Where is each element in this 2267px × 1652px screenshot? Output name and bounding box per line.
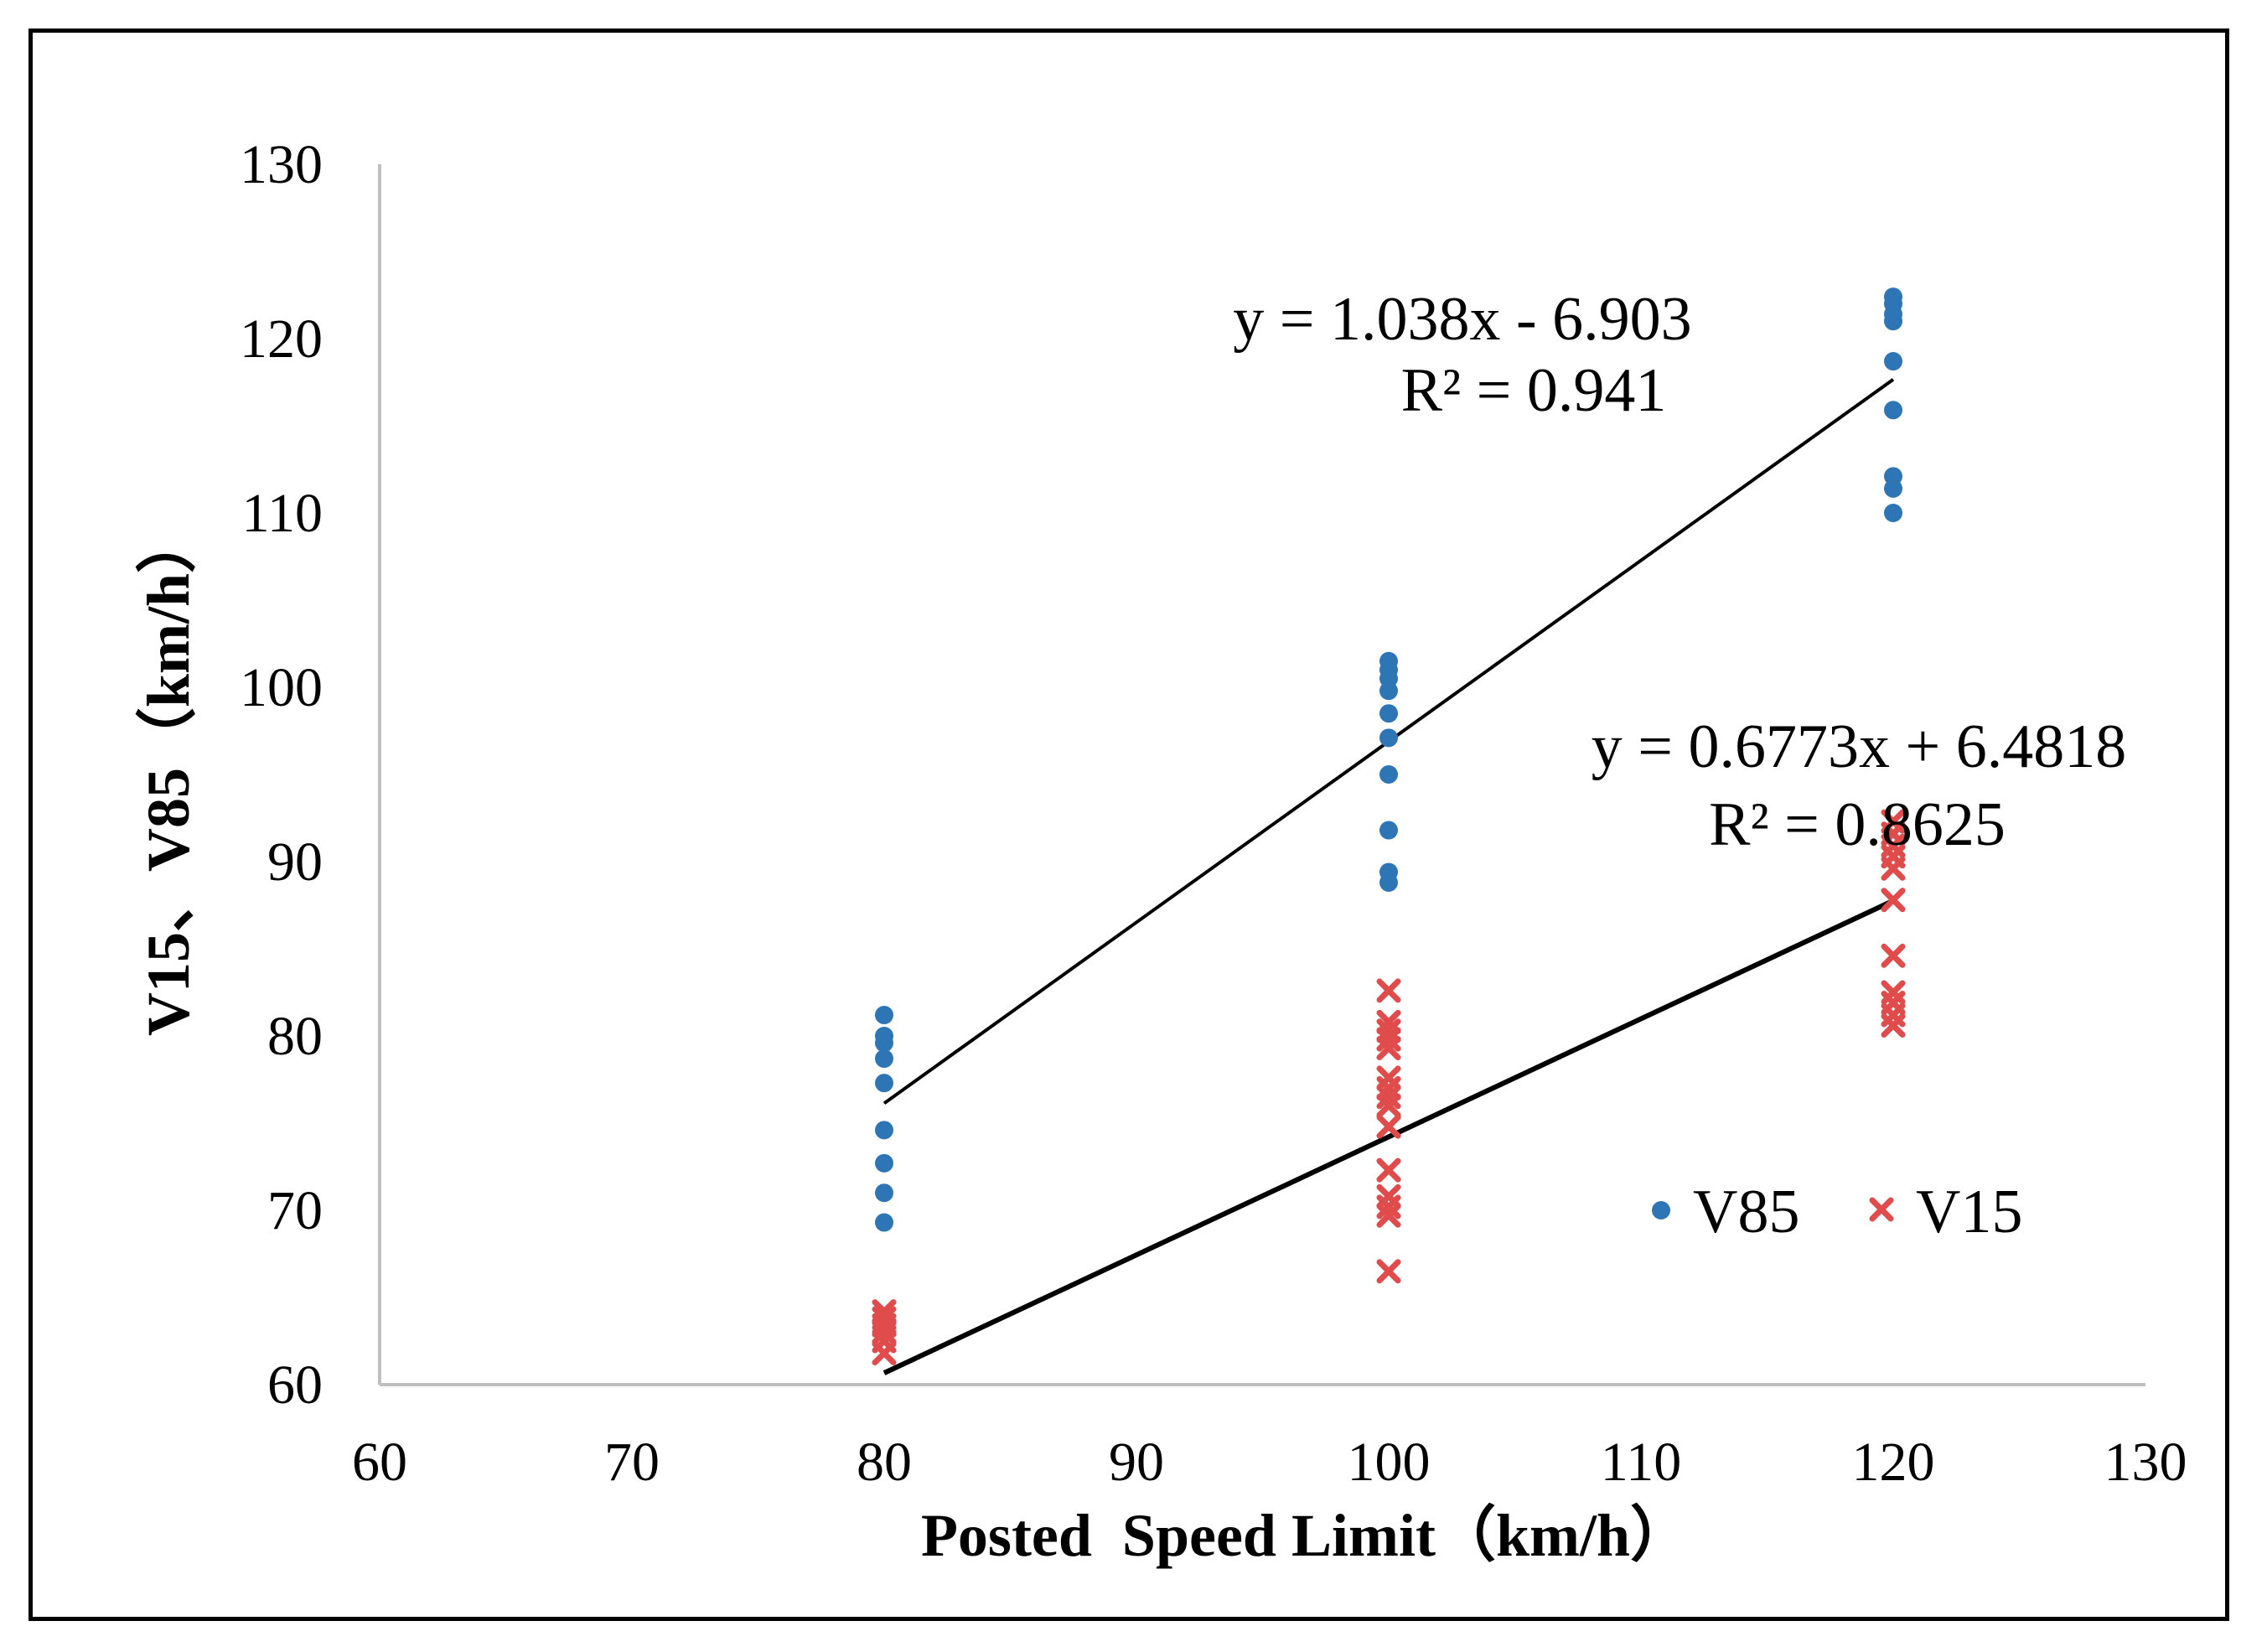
v85-point-22 xyxy=(1884,312,1902,331)
x-tick-label-90: 90 xyxy=(1109,1432,1164,1493)
x-tick-label-70: 70 xyxy=(604,1432,660,1493)
x-tick-label-60: 60 xyxy=(352,1432,407,1493)
v85-point-14 xyxy=(1379,728,1398,748)
data-points xyxy=(872,287,1906,1366)
v15-point-20 xyxy=(1376,1259,1401,1284)
v85-point-5 xyxy=(875,1121,893,1140)
v85-point-27 xyxy=(1884,504,1902,522)
y-tick-label-100: 100 xyxy=(240,657,323,718)
y-tick-label-110: 110 xyxy=(241,483,323,544)
v85-point-12 xyxy=(1379,681,1398,701)
v15-point-16 xyxy=(1376,1157,1401,1183)
y-axis-title: V15、V85（km/h） xyxy=(135,513,202,1036)
v85-point-4 xyxy=(875,1074,893,1093)
y-tick-label-120: 120 xyxy=(240,308,323,370)
v85-point-13 xyxy=(1379,704,1398,723)
v85-point-0 xyxy=(875,1006,893,1025)
v85-point-2 xyxy=(875,1033,893,1053)
x-axis-title: Posted Speed Limit（km/h） xyxy=(921,1502,1690,1569)
v15-equation: y = 0.6773x + 6.4818 xyxy=(1592,712,2126,781)
v85-trendline-label: y = 1.038x - 6.903 R² = 0.941 xyxy=(1233,285,1691,425)
v15-r-squared: R² = 0.8625 xyxy=(1709,790,2006,859)
v85-equation: y = 1.038x - 6.903 xyxy=(1233,285,1691,354)
x-tick-label-130: 130 xyxy=(2104,1432,2187,1493)
legend-v15-marker xyxy=(1869,1197,1894,1222)
y-tick-label-80: 80 xyxy=(267,1006,323,1067)
v15-trendline xyxy=(882,898,1895,1375)
y-tick-labels: 60 70 80 90 100 110 120 130 xyxy=(240,134,323,1416)
v85-point-3 xyxy=(875,1049,893,1069)
v15-trendline-label: y = 0.6773x + 6.4818 R² = 0.8625 xyxy=(1592,712,2126,859)
y-tick-label-90: 90 xyxy=(267,831,323,893)
v85-point-7 xyxy=(875,1183,893,1203)
y-tick-label-60: 60 xyxy=(267,1354,323,1416)
y-tick-label-70: 70 xyxy=(267,1180,323,1241)
v85-point-15 xyxy=(1379,765,1398,784)
x-tick-label-120: 120 xyxy=(1852,1432,1935,1493)
v15-point-5 xyxy=(872,1341,897,1366)
legend-v85-label: V85 xyxy=(1693,1178,1799,1246)
x-tick-labels: 60 70 80 90 100 110 120 130 xyxy=(352,1432,2187,1493)
y-tick-label-130: 130 xyxy=(240,134,323,195)
axes xyxy=(378,164,2145,1386)
v15-point-25 xyxy=(1881,856,1906,881)
v85-r-squared: R² = 0.941 xyxy=(1401,356,1667,425)
legend: V85 V15 xyxy=(1652,1178,2022,1246)
v85-point-8 xyxy=(875,1213,893,1232)
v15-point-31 xyxy=(1881,1013,1906,1038)
v15-point-6 xyxy=(1376,978,1401,1003)
v85-point-16 xyxy=(1379,821,1398,840)
v15-point-27 xyxy=(1881,943,1906,968)
v85-point-24 xyxy=(1884,401,1902,420)
v15-point-15 xyxy=(1376,1114,1401,1139)
legend-v85-marker xyxy=(1652,1201,1670,1220)
v15-point-26 xyxy=(1881,888,1906,913)
x-tick-label-110: 110 xyxy=(1601,1432,1682,1493)
x-tick-label-100: 100 xyxy=(1348,1432,1431,1493)
v85-point-26 xyxy=(1884,479,1902,498)
figure-frame xyxy=(28,28,2229,1621)
v15-point-14 xyxy=(1376,1093,1401,1118)
x-tick-label-80: 80 xyxy=(857,1432,912,1493)
v85-point-6 xyxy=(875,1153,893,1173)
legend-v15-label: V15 xyxy=(1916,1178,2022,1246)
v15-point-10 xyxy=(1376,1036,1401,1061)
v85-point-18 xyxy=(1379,873,1398,892)
v15-point-19 xyxy=(1376,1203,1401,1228)
v85-point-23 xyxy=(1884,352,1902,371)
